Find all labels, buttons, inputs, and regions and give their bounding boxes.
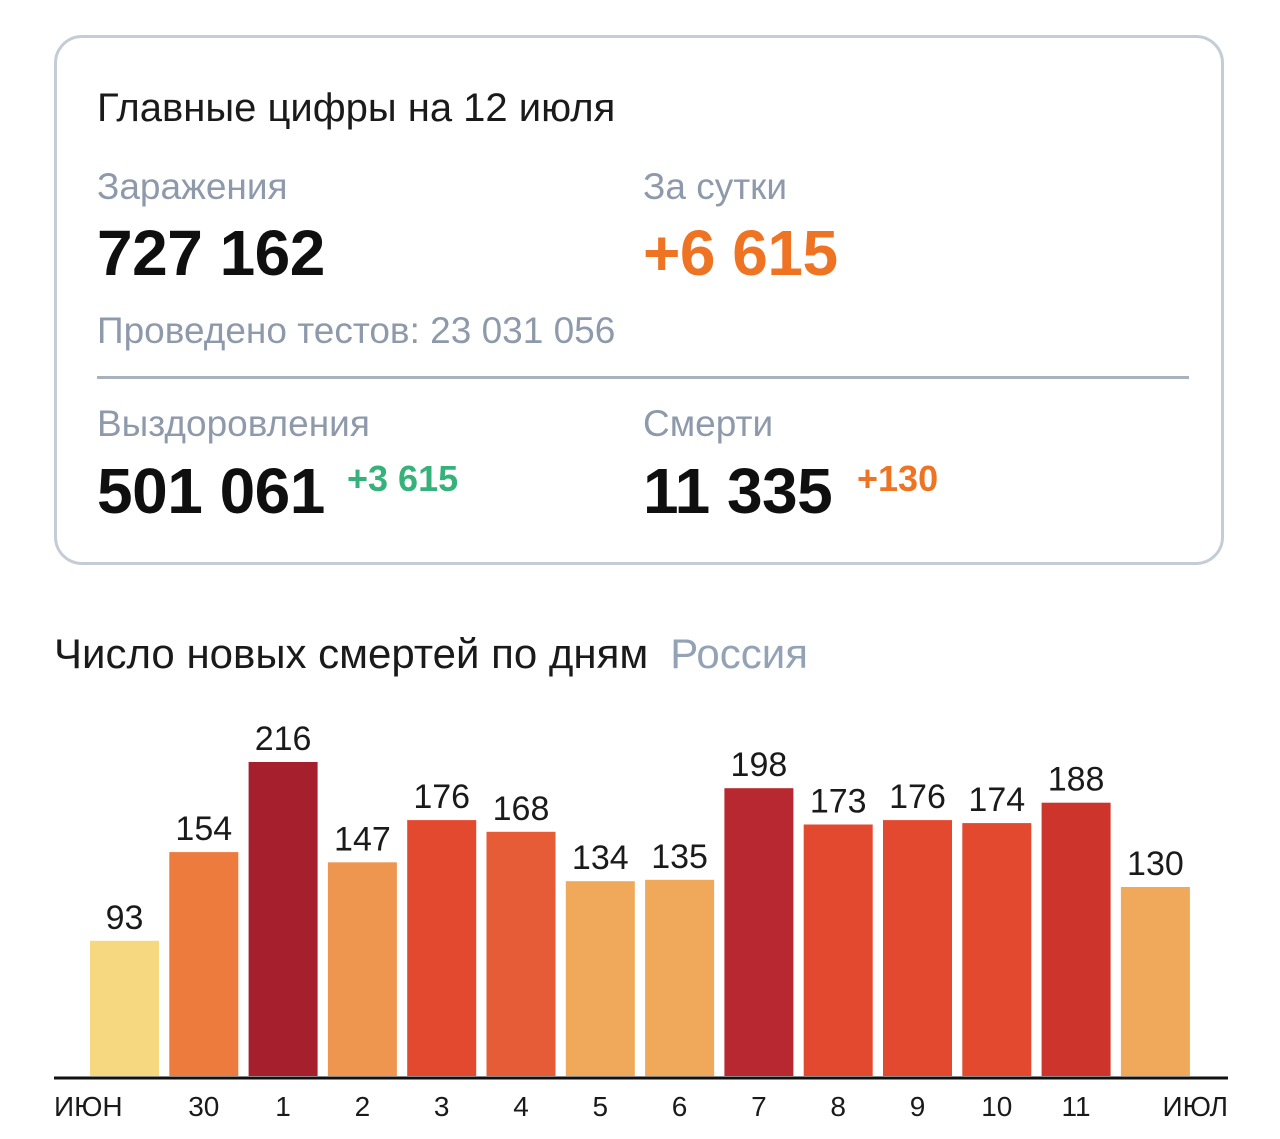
x-tick-label: 9 (910, 1091, 926, 1122)
bar (1120, 887, 1190, 1076)
x-tick-label: 2 (355, 1091, 371, 1122)
bar (565, 881, 635, 1076)
x-tick-label: 4 (513, 1091, 529, 1122)
bar-value-label: 134 (572, 839, 629, 877)
bar (803, 824, 873, 1076)
bar (486, 831, 556, 1076)
bar (90, 940, 159, 1076)
bar-value-label: 198 (731, 746, 788, 784)
bar (1041, 802, 1111, 1076)
recoveries-delta: +3 615 (347, 458, 459, 499)
bar (883, 820, 952, 1076)
deaths-label: Смерти (643, 403, 774, 444)
deaths-value: 11 335 (643, 455, 833, 527)
recoveries-label: Выздоровления (97, 403, 370, 444)
chart-region: Россия (670, 630, 808, 677)
infections-label: Заражения (97, 166, 288, 207)
x-tick-label: 10 (981, 1091, 1012, 1122)
bar-value-label: 188 (1048, 761, 1105, 799)
summary-card: Главные цифры на 12 июля Заражения 727 1… (54, 35, 1224, 565)
bar (327, 862, 397, 1076)
summary-title: Главные цифры на 12 июля (97, 86, 616, 130)
bar-value-label: 130 (1127, 845, 1184, 883)
x-tick-label: 8 (830, 1091, 846, 1122)
deaths-delta: +130 (857, 458, 939, 499)
bar-value-label: 147 (334, 820, 391, 858)
tick-labels-group: ИЮН 30 1 2 3 4 5 6 7 8 9 10 11 ИЮЛ (54, 1091, 1228, 1122)
x-tick-label: 7 (751, 1091, 767, 1122)
x-tick-label: 5 (593, 1091, 609, 1122)
bars-group (90, 762, 1190, 1077)
x-tick-label: ИЮН (54, 1091, 123, 1122)
value-labels-group: 93 154 216 147 176 168 134 135 198 173 176 174 188 13… (106, 720, 1184, 937)
bar (169, 852, 239, 1076)
bar (645, 879, 715, 1077)
bar-value-label: 174 (968, 781, 1025, 819)
bar (248, 762, 318, 1076)
x-tick-label: 6 (672, 1091, 688, 1122)
daily-label: За сутки (643, 166, 788, 207)
bar-value-label: 216 (255, 720, 312, 758)
bar (962, 823, 1032, 1076)
tests-count: Проведено тестов: 23 031 056 (97, 310, 616, 351)
chart-title: Число новых смертей по дням Россия (54, 630, 808, 678)
x-tick-label: 3 (434, 1091, 450, 1122)
x-tick-label: 30 (188, 1091, 219, 1122)
bar (724, 788, 794, 1076)
bar-value-label: 168 (493, 790, 550, 828)
infections-value: 727 162 (97, 217, 325, 289)
daily-value: +6 615 (643, 217, 838, 289)
bar (407, 820, 477, 1076)
bar-value-label: 154 (175, 810, 232, 848)
chart-title-text: Число новых смертей по дням (54, 630, 649, 677)
bar-value-label: 173 (810, 783, 867, 821)
bar-value-label: 135 (651, 838, 708, 876)
recoveries-value: 501 061 (97, 455, 325, 527)
x-tick-label: 1 (275, 1091, 291, 1122)
x-tick-label: 11 (1062, 1091, 1091, 1122)
bar-value-label: 176 (413, 778, 470, 816)
x-tick-label: ИЮЛ (1162, 1091, 1228, 1122)
divider (97, 376, 1189, 379)
bar-value-label: 93 (106, 899, 144, 937)
bar-value-label: 176 (889, 778, 946, 816)
